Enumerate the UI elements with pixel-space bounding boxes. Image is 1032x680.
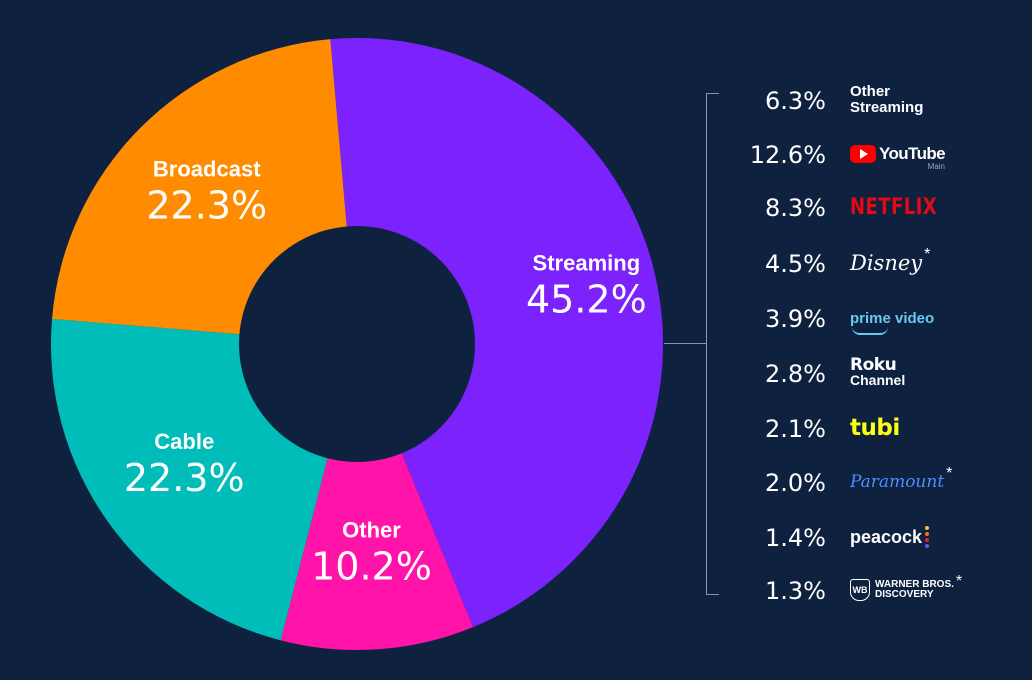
wb-shield-icon: WB	[850, 579, 870, 601]
peacock-logo: peacock	[850, 526, 923, 547]
disney-logo: Disney	[850, 251, 923, 275]
paramount-logo: Paramount	[850, 472, 945, 492]
slice-label-streaming: Streaming	[533, 250, 641, 275]
breakdown-bracket	[706, 93, 719, 595]
slice-label-cable: Cable	[154, 429, 214, 454]
netflix-logo: NETFLIX	[850, 194, 938, 220]
slice-value-other: 10.2%	[311, 545, 432, 589]
slice-value-streaming: 45.2%	[526, 277, 647, 321]
youtube-play-icon	[850, 145, 876, 163]
slice-broadcast	[52, 39, 347, 335]
tubi-logo: tubi	[850, 415, 900, 441]
other-streaming-line2: Streaming	[850, 99, 924, 116]
slice-label-broadcast: Broadcast	[153, 156, 261, 181]
slice-value-cable: 22.3%	[124, 456, 245, 500]
roku-wordmark: Roku	[850, 355, 897, 375]
donut-chart: Streaming45.2%Other10.2%Cable22.3%Broadc…	[50, 38, 663, 650]
footnote-asterisk: *	[946, 465, 953, 482]
breakdown-pct: 2.0%	[765, 469, 826, 497]
peacock-dots-icon	[925, 525, 930, 549]
breakdown-row-warner-bros: 1.3% WB WARNER BROS. DISCOVERY *	[720, 570, 1020, 610]
breakdown-row-netflix: 8.3% NETFLIX	[720, 187, 1020, 227]
other-streaming-line1: Other	[850, 83, 891, 100]
wbd-line2: DISCOVERY	[875, 589, 934, 600]
slice-cable	[50, 318, 328, 641]
wbd-line1: WARNER BROS.	[875, 579, 954, 590]
warner-bros-discovery-logo: WB WARNER BROS. DISCOVERY *	[850, 570, 962, 610]
youtube-sublabel: Main	[927, 162, 945, 171]
slice-other	[280, 453, 474, 650]
roku-channel-logo: Roku Channel	[850, 355, 906, 388]
breakdown-pct: 6.3%	[765, 87, 826, 115]
breakdown-pct: 1.4%	[765, 524, 826, 552]
prime-video-logo: prime video	[850, 309, 935, 335]
breakdown-pct: 1.3%	[765, 577, 826, 605]
breakdown-pct: 4.5%	[765, 250, 826, 278]
breakdown-row-tubi: 2.1% tubi	[720, 408, 1020, 448]
breakdown-leader-line	[664, 343, 706, 344]
footnote-asterisk: *	[955, 573, 963, 590]
breakdown-row-youtube: 12.6% YouTube Main	[720, 134, 1020, 174]
breakdown-row-disney: 4.5% Disney *	[720, 243, 1020, 283]
breakdown-row-roku: 2.8% Roku Channel	[720, 353, 1020, 393]
breakdown-pct: 2.8%	[765, 360, 826, 388]
breakdown-pct: 12.6%	[749, 141, 826, 169]
breakdown-row-prime-video: 3.9% prime video	[720, 298, 1020, 338]
slice-streaming	[330, 38, 663, 628]
youtube-logo: YouTube Main	[850, 134, 946, 174]
roku-channel-text: Channel	[850, 372, 906, 388]
breakdown-row-paramount: 2.0% Paramount *	[720, 462, 1020, 502]
youtube-wordmark: YouTube	[879, 144, 946, 163]
footnote-asterisk: *	[924, 246, 931, 263]
breakdown-pct: 2.1%	[765, 415, 826, 443]
breakdown-pct: 8.3%	[765, 194, 826, 222]
slice-value-broadcast: 22.3%	[146, 183, 267, 227]
breakdown-row-other-streaming: 6.3% Other Streaming	[720, 80, 1020, 120]
prime-smile-icon	[852, 327, 888, 335]
other-streaming-label: Other Streaming	[850, 80, 923, 120]
breakdown-row-peacock: 1.4% peacock	[720, 517, 1020, 557]
slice-label-other: Other	[342, 518, 401, 543]
prime-video-wordmark: prime video	[850, 309, 935, 327]
breakdown-pct: 3.9%	[765, 305, 826, 333]
